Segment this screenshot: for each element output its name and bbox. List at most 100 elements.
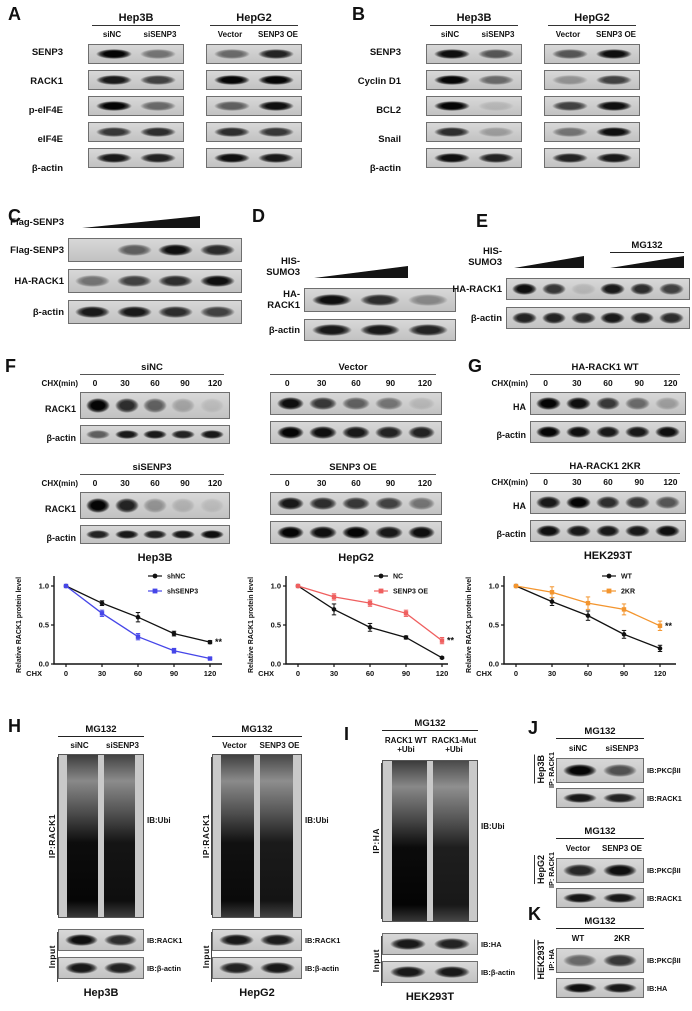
blot-wrap [530,491,686,520]
blot-lane [198,426,226,443]
ubiquitin-smear-blot [58,754,144,918]
treatment-title: siSENP3 [80,462,224,475]
ip-antibody-label: IP:HA [371,828,381,854]
protein-band [75,305,111,319]
titration-header: HIS-SUMO3 [256,256,456,278]
protein-band [199,274,235,288]
blot-row-label: eIF4E [37,134,63,145]
protein-band [563,763,597,778]
panel-label-a: A [8,4,21,24]
blot-lane [84,393,112,418]
protein-band [65,962,98,974]
blot-lane [101,958,140,978]
protein-band [407,324,449,336]
input-ib-labels: IB:RACK1 IB:β-actin [302,929,340,985]
timepoint-label: 120 [417,378,432,388]
svg-text:0: 0 [64,669,68,678]
blot-lane [112,526,140,543]
blot-strip [212,929,302,951]
blot-lane [274,422,307,443]
panel-label-k: K [528,904,541,924]
protein-band [433,100,471,112]
protein-band [563,792,597,804]
titration-header: HIS-SUMO3 MG132 [450,240,690,268]
svg-text:shNC: shNC [167,574,185,581]
blot-lane [534,422,564,442]
ip-antibody-label: IP:RACK1 [47,813,57,859]
blot-lane [274,522,307,543]
protein-band [171,498,196,513]
ib-label: IB:PKCβII [647,766,681,775]
input-label: Input [371,949,381,973]
ip-header: MG132 siNC siSENP3 [58,724,144,754]
blot-strip [304,319,456,341]
svg-text:Relative RACK1 protein level: Relative RACK1 protein level [466,577,473,673]
cell-line-name: Hep3B [137,552,173,564]
blot-lane [155,301,197,323]
ib-label: IB:RACK1 [647,893,682,903]
blot-row-label: Flag-SENP3 [10,244,64,256]
ip-header: MG132 Vector SENP3 OE [212,724,302,754]
blot-strip [506,307,690,329]
blot-lane [560,759,600,782]
titration-blot-row: β-actin [10,300,242,324]
input-bracket: Input [362,936,382,986]
blot-lane [405,493,438,514]
chx-blot-row: β-actin [478,520,686,548]
blot-grid: SENP3 Cyclin D1 BCL2 Snail β-actin Hep3B siNC s… [352,12,652,186]
protein-band [477,48,515,60]
timepoint-label: 90 [634,378,644,388]
blot-lane [356,289,404,311]
blot-lane [274,393,307,414]
timepoint-label: 60 [150,478,160,488]
protein-band [563,863,597,878]
protein-band [276,497,305,510]
blot-strip [556,758,644,783]
blot-lane [92,71,136,89]
chx-blot-row [246,392,442,421]
svg-text:CHX: CHX [258,669,274,678]
timepoints-row: CHX(min) 0 30 60 90 120 [478,377,686,389]
blot-lane [92,45,136,63]
protein-band [309,526,337,539]
lane-label: SENP3 OE [601,843,642,853]
protein-band [143,429,167,440]
blot-lane [539,279,568,299]
protein-band [565,525,591,537]
lane-label: RACK1 WT +Ubi [384,736,428,754]
blot-lane [356,320,404,340]
blot-lane [84,426,112,443]
svg-text:0.5: 0.5 [39,621,49,630]
ib-label: IB:β-actin [481,967,516,977]
protein-band [407,426,436,439]
blot-row-label: RACK1 [30,76,63,87]
blot-strip [206,96,302,116]
panel-c-titration-blots: Flag-SENP3 Flag-SENP3 HA-RACK1 β-actin [10,216,242,331]
blot-wrap [80,392,230,425]
protein-band [171,529,196,540]
panel-k-ip-blots: HEK293T IP: HA MG132 WT 2KR IB:PKCβII IB:HA [534,916,690,1011]
protein-band [213,126,251,138]
blot-lane [386,962,430,982]
spacer [14,12,66,41]
titration-blot-row: β-actin [450,307,690,329]
blot-lane [210,45,254,63]
timepoint-label: 60 [351,478,361,488]
mg132-title: MG132 [556,726,644,739]
protein-band [389,966,427,978]
blot-strip [88,70,184,90]
protein-band [595,525,621,537]
panel-label-d: D [252,206,265,226]
blot-lane [539,308,568,328]
lane-label-row: Vector SENP3 OE [556,842,644,856]
protein-band [139,48,177,60]
protein-band [536,397,562,410]
coip-blot-row: IB:RACK1 [556,888,690,908]
blot-lane [254,71,298,89]
lane-label-row: RACK1 WT +Ubi RACK1-Mut +Ubi [382,734,478,758]
spacer [352,12,404,41]
blot-strip [68,300,242,324]
protein-band [571,283,596,295]
blot-lane [62,930,101,950]
chx-label: CHX(min) [41,378,78,388]
